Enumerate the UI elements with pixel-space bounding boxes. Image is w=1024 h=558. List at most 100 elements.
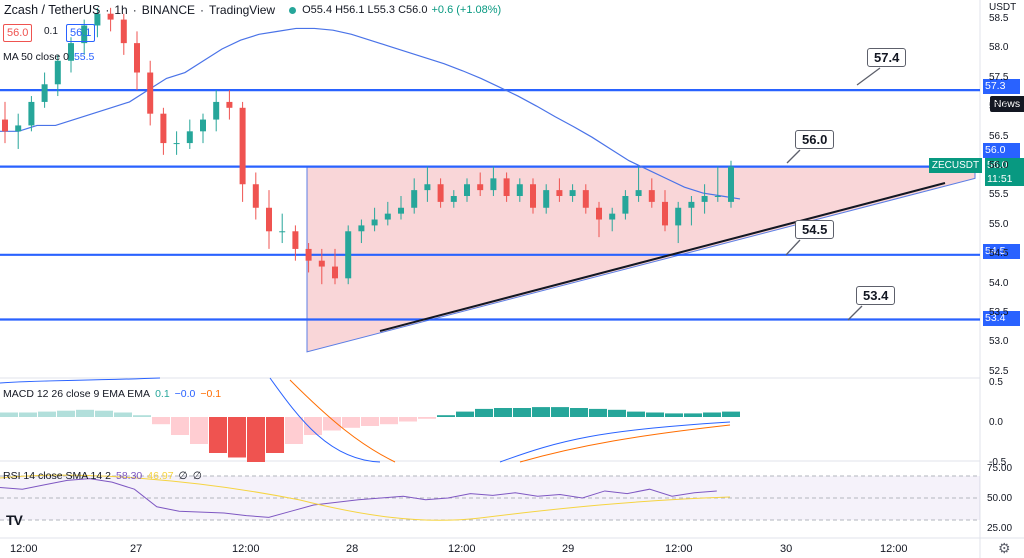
ma-label: MA 50 close 0 <box>3 51 69 63</box>
news-button[interactable]: News <box>990 96 1024 112</box>
macd-histogram-bar <box>703 412 721 417</box>
macd-histogram-bar <box>570 408 588 417</box>
macd-histogram-bar <box>323 417 341 431</box>
candle-body <box>41 84 48 102</box>
candle-body <box>701 196 708 202</box>
rsi-indicator-legend[interactable]: RSI 14 close SMA 14 2 58.30 46.97 ∅ ∅ <box>3 470 207 482</box>
interval-label[interactable]: 1h <box>114 3 128 17</box>
candle-body <box>411 190 418 208</box>
candle-body <box>503 178 510 196</box>
time-tick-label: 12:00 <box>448 543 476 555</box>
candle-body <box>54 60 61 85</box>
price-tag-57-3: 57.3 <box>983 79 1020 94</box>
time-tick-label: 27 <box>130 543 143 555</box>
symbol-tag: ZECUSDT <box>929 158 982 173</box>
price-tick-label: 57.0 <box>989 101 1009 113</box>
macd-histogram-bar <box>380 417 398 425</box>
candle-body <box>688 201 695 208</box>
time-tick-label: 30 <box>780 543 793 555</box>
price-tick-label: 58.5 <box>989 13 1009 24</box>
macd-histogram-bar <box>190 417 208 444</box>
price-tick-label: 56.5 <box>989 130 1009 142</box>
macd-histogram-bar <box>76 409 94 417</box>
macd-indicator-legend[interactable]: MACD 12 26 close 9 EMA EMA 0.1 −0.0 −0.1 <box>3 388 226 400</box>
candle-body <box>345 231 352 279</box>
candle-body <box>200 119 206 132</box>
macd-histogram-bar <box>722 411 740 417</box>
candle-body <box>107 13 114 20</box>
callout-53-4[interactable]: 53.4 <box>856 286 896 305</box>
candle-body <box>28 101 35 126</box>
macd-histogram-bar <box>0 412 18 417</box>
currency-label[interactable]: USDT <box>989 2 1017 13</box>
candle-body <box>15 125 22 132</box>
macd-histogram-bar <box>418 417 436 419</box>
callout-57-4[interactable]: 57.4 <box>867 48 907 67</box>
market-open-icon <box>289 6 297 14</box>
candle-body <box>543 190 550 208</box>
rsi-line <box>0 478 717 518</box>
macd-histogram-bar <box>646 412 664 417</box>
macd-histogram-bar <box>361 417 379 426</box>
symbol-title[interactable]: Zcash / TetherUS <box>4 3 101 17</box>
macd-histogram-bar <box>532 407 550 417</box>
callout-pointer <box>847 305 863 321</box>
price-tick-label: 53.5 <box>989 307 1009 318</box>
price-tick-label: 58.0 <box>989 42 1009 54</box>
candle-body <box>450 196 457 202</box>
price-tick-label: 54.0 <box>989 277 1009 289</box>
buy-button[interactable]: 56.1 <box>66 24 96 42</box>
rsi-label: RSI 14 close SMA 14 2 <box>3 470 111 482</box>
candle-body <box>120 19 127 44</box>
candle-body <box>675 207 682 226</box>
rsi-tick-label: 50.00 <box>987 493 1013 504</box>
macd-histogram-bar <box>114 412 132 417</box>
macd-histogram-bar <box>513 408 531 417</box>
platform-label: TradingView <box>209 3 276 17</box>
rsi-value-1: 58.30 <box>115 470 143 482</box>
candle-body <box>464 184 470 196</box>
macd-histogram-bar <box>342 417 360 428</box>
macd-line <box>0 377 161 384</box>
macd-histogram-bar <box>437 415 455 417</box>
last-price-tag: 56.0 11:51 <box>985 158 1024 186</box>
ohlc-values: O55.4 H56.1 L55.3 C56.0 <box>302 4 428 16</box>
rsi-tick-label: 75.00 <box>987 463 1013 474</box>
macd-tick-label: 0.5 <box>989 377 1003 388</box>
macd-histogram-bar <box>551 407 569 417</box>
callout-pointer <box>856 67 881 86</box>
candle-body <box>147 72 154 114</box>
tradingview-logo[interactable]: TV <box>6 512 23 528</box>
macd-histogram-bar <box>266 417 284 453</box>
candle-body <box>173 143 180 145</box>
candle-body <box>318 260 325 267</box>
ma-indicator-legend[interactable]: MA 50 close 0 55.5 <box>3 51 99 63</box>
settings-gear-icon[interactable]: ⚙ <box>998 540 1011 556</box>
price-tag-53-4: 53.4 <box>983 311 1020 326</box>
price-tick-label: 56.0 <box>989 160 1009 171</box>
candle-body <box>266 207 272 232</box>
chart-header: Zcash / TetherUS · 1h · BINANCE · Tradin… <box>0 0 501 20</box>
callout-54-5[interactable]: 54.5 <box>795 220 835 239</box>
callout-56-0[interactable]: 56.0 <box>795 130 835 149</box>
macd-value-1: 0.1 <box>155 388 170 400</box>
time-tick-label: 12:00 <box>880 543 908 555</box>
candle-body <box>609 213 616 220</box>
candle-body <box>516 184 523 196</box>
price-tick-label: 53.0 <box>989 336 1009 348</box>
macd-line <box>269 377 731 463</box>
macd-histogram-bar <box>665 413 683 417</box>
price-tag-56-0-top: 56.0 <box>983 143 1020 158</box>
price-change: +0.6 (+1.08%) <box>431 4 502 16</box>
candle-body <box>530 184 536 208</box>
rsi-value-4: ∅ <box>192 470 202 482</box>
sell-button[interactable]: 56.0 <box>3 24 33 42</box>
price-tag-54-5: 54.5 <box>983 244 1020 259</box>
price-tick-label: 55.0 <box>989 218 1009 230</box>
candle-body <box>556 190 563 196</box>
callout-pointer <box>786 149 801 164</box>
spread-value: 0.1 <box>44 26 58 37</box>
candle-body <box>226 101 233 108</box>
macd-value-2: −0.0 <box>174 388 196 400</box>
